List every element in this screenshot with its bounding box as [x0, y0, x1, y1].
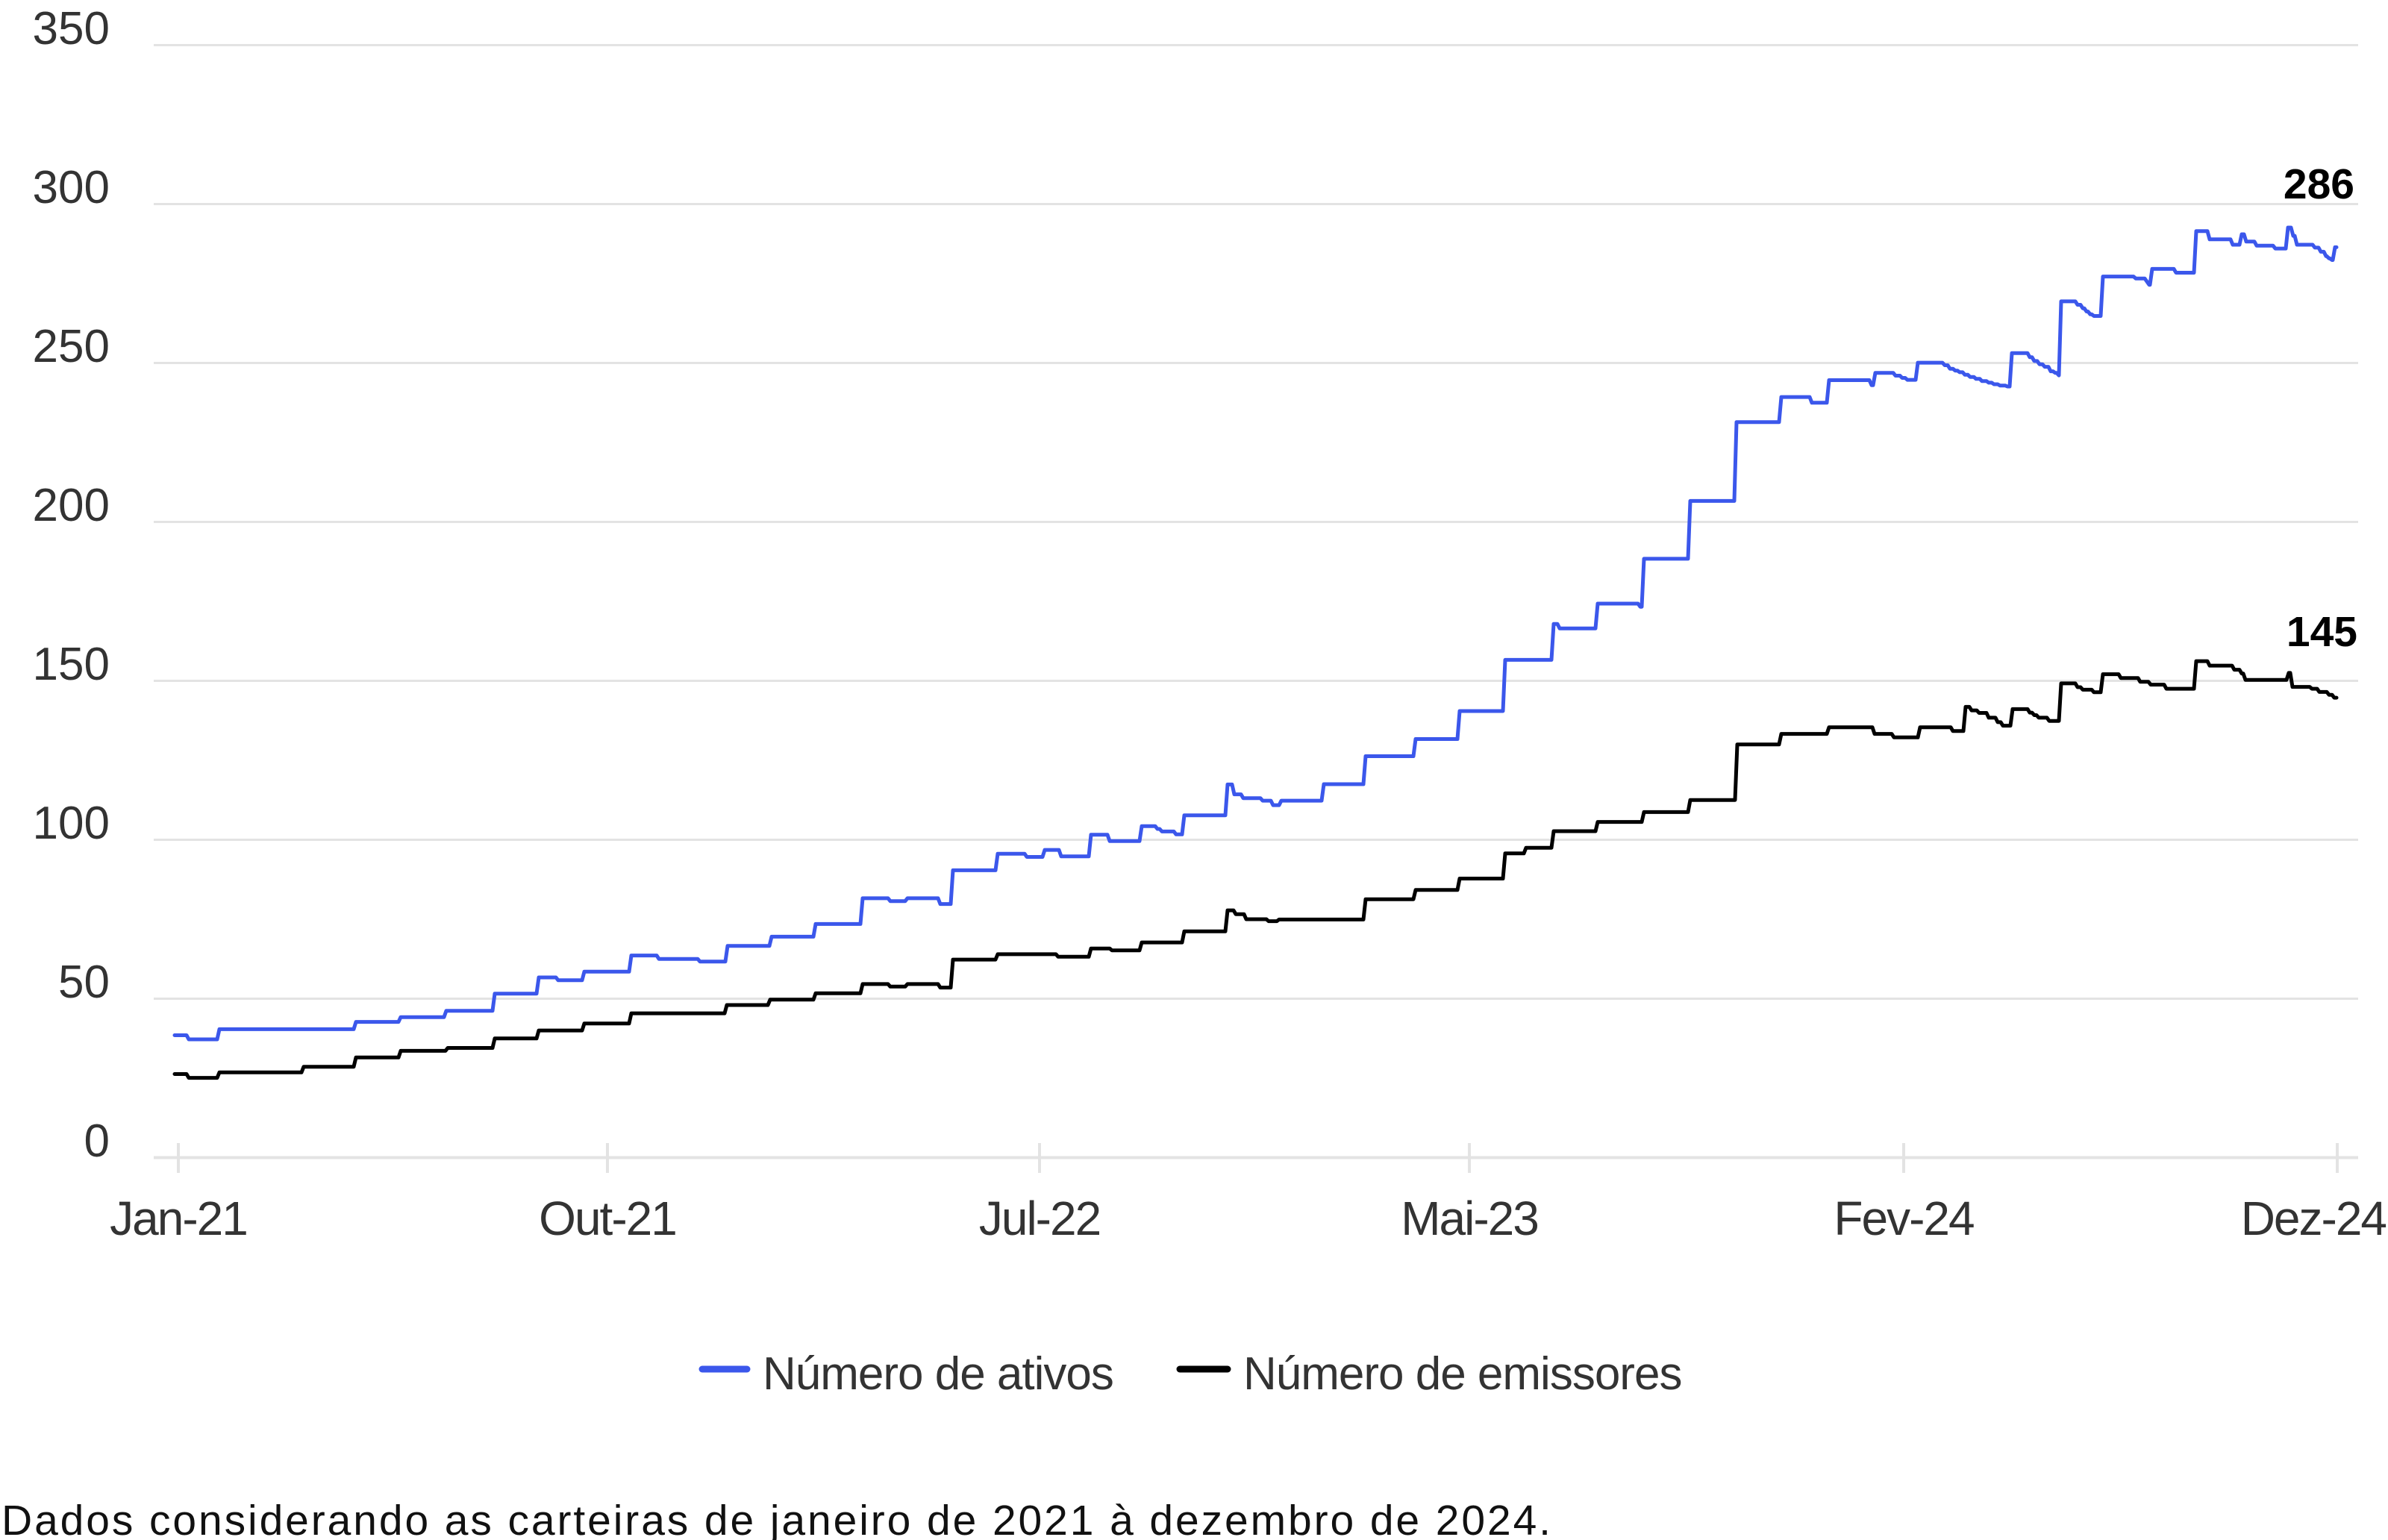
svg-text:286: 286: [2284, 160, 2354, 208]
svg-text:Dados considerando as carteira: Dados considerando as carteiras de janei…: [1, 1497, 1553, 1540]
svg-text:Jan-21: Jan-21: [110, 1192, 247, 1245]
svg-text:Número de emissores: Número de emissores: [1243, 1348, 1681, 1400]
svg-text:145: 145: [2287, 608, 2357, 656]
svg-text:Jul-22: Jul-22: [979, 1192, 1100, 1245]
svg-text:Fev-24: Fev-24: [1834, 1192, 1974, 1245]
svg-text:Mai-23: Mai-23: [1401, 1192, 1538, 1245]
svg-text:100: 100: [33, 798, 110, 849]
svg-text:Out-21: Out-21: [539, 1192, 676, 1245]
svg-text:200: 200: [33, 480, 110, 531]
svg-text:Número de ativos: Número de ativos: [763, 1348, 1113, 1400]
svg-text:300: 300: [33, 162, 110, 213]
svg-text:0: 0: [84, 1115, 110, 1167]
svg-text:150: 150: [33, 639, 110, 690]
svg-text:50: 50: [58, 957, 110, 1008]
svg-text:350: 350: [33, 3, 110, 54]
svg-text:Dez-24: Dez-24: [2241, 1192, 2387, 1245]
svg-text:250: 250: [33, 321, 110, 372]
